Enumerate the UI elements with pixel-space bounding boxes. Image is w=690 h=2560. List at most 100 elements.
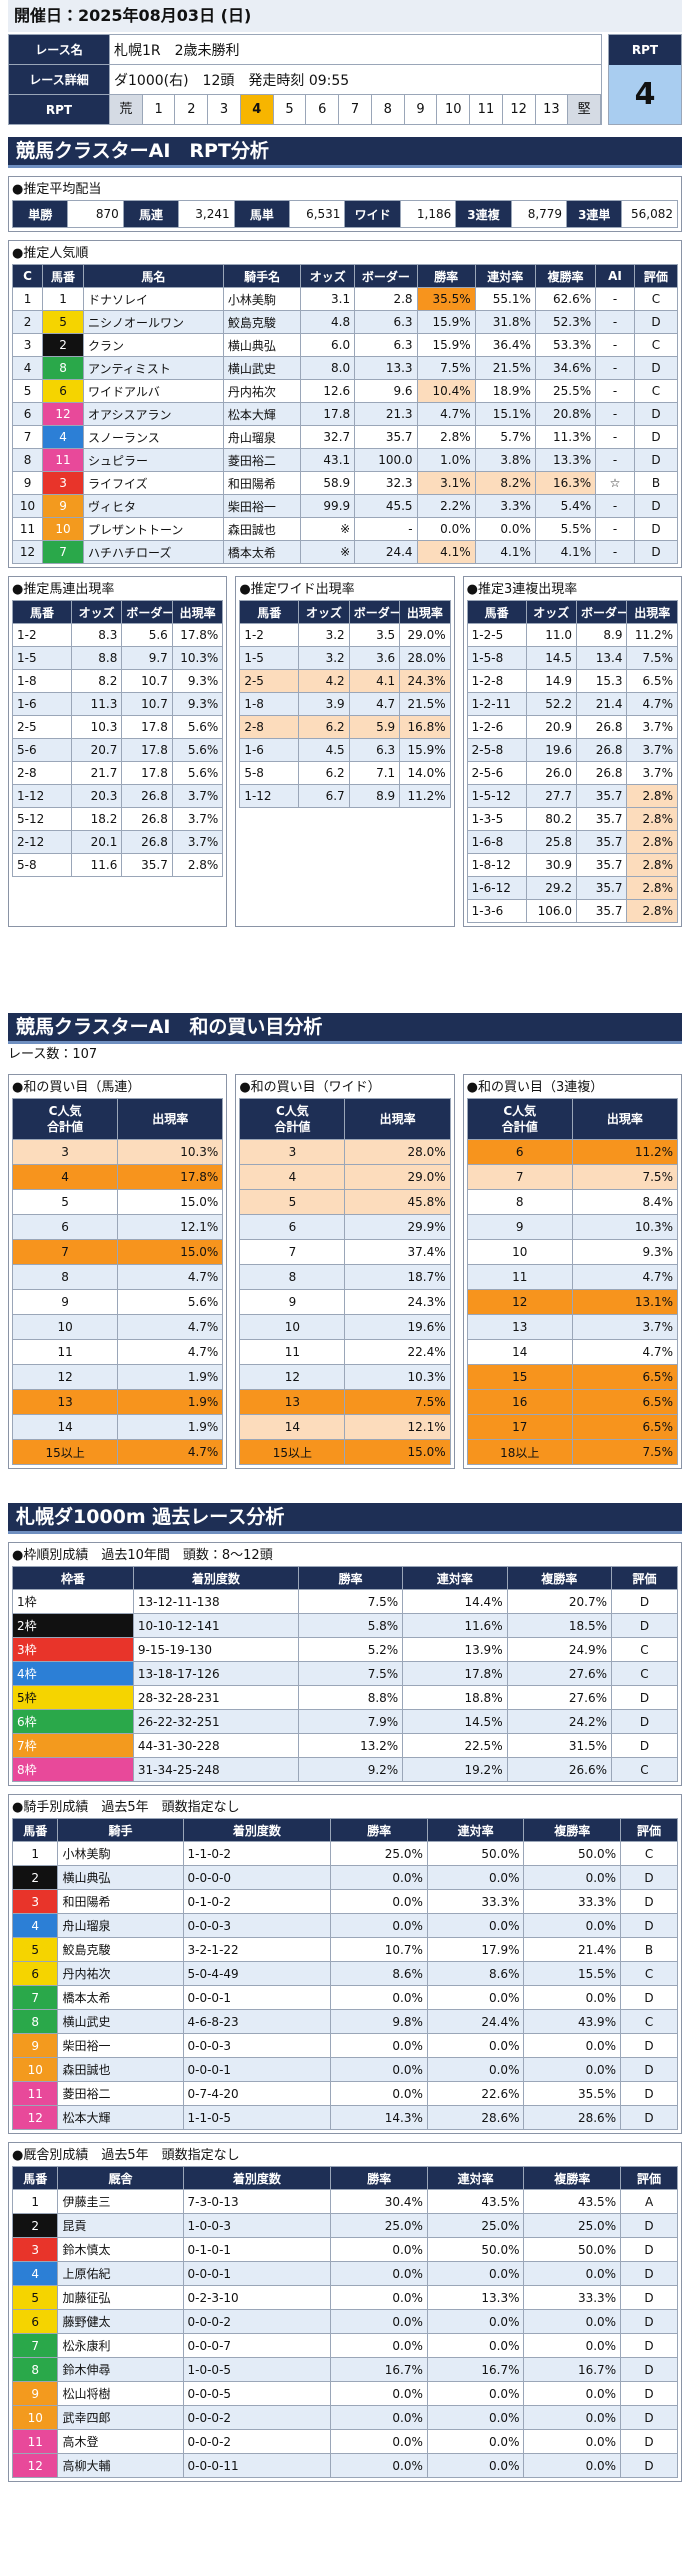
cell: 20.7 (70, 738, 123, 762)
cell: 1枠 (12, 1589, 134, 1614)
cell: 43.1 (300, 448, 356, 472)
cell: D (633, 494, 679, 518)
row: 8 11 シュピラー 菱田裕二 43.1 100.0 1.0% 3.8% 13.3% - D (11, 448, 679, 472)
cell: 11.3% (534, 425, 597, 449)
cell: 2 (11, 2213, 59, 2238)
cell: D (633, 425, 679, 449)
row: 7 4 スノーランス 舟山瑠泉 32.7 35.7 2.8% 5.7% 11.3% - D (11, 425, 679, 449)
umaren-box: ●推定馬連出現率 馬番 オッズ ボーダー 出現率 1-2 8.3 5.6 17.8% 1-5 8.8… (8, 576, 228, 927)
cell: 6 (11, 2309, 59, 2334)
cell: 4.1% (534, 540, 597, 564)
cell: 8 (466, 1189, 573, 1215)
header-row: C 馬番 馬名 騎手名 オッズ ボーダー 勝率 連対率 複勝率 AI 評価 (11, 264, 679, 288)
cell: C (633, 379, 679, 403)
cell: B (633, 471, 679, 495)
row: 2 昆貢 1-0-0-3 25.0% 25.0% 25.0% D (11, 2213, 678, 2238)
column-header: 馬番 (11, 2166, 59, 2190)
payout-type: 3連単 (566, 200, 623, 228)
column-header: オッズ (525, 600, 578, 624)
cell: 0.0% (426, 2453, 525, 2478)
cell: 鮫島克駿 (222, 310, 302, 334)
cell: 18.2 (70, 807, 123, 831)
row: 8 鈴木伸尋 1-0-0-5 16.7% 16.7% 16.7% D (11, 2357, 678, 2382)
column-header: 馬番 (239, 600, 300, 624)
rpt-box-label: RPT (609, 35, 681, 65)
row: 1枠 13-12-11-138 7.5% 14.4% 20.7% D (12, 1589, 678, 1614)
row: 9 柴田裕一 0-0-0-3 0.0% 0.0% 0.0% D (11, 2033, 678, 2058)
cell: 0.0% (426, 1913, 525, 1938)
cell: 15.0% (117, 1239, 224, 1265)
cell: 17.9% (426, 1937, 525, 1962)
cell: 1-2 (12, 623, 72, 647)
cell: A (620, 2189, 678, 2214)
cell: 0.0% (330, 2429, 428, 2454)
cell: - (595, 448, 635, 472)
cell: 12 (239, 1364, 346, 1390)
cell: 0.0% (330, 2237, 428, 2262)
row: 13 3.7% (466, 1314, 678, 1340)
payout-type: 単勝 (11, 200, 69, 228)
cell: 13.3% (534, 448, 597, 472)
cell: 0.0% (523, 2033, 622, 2058)
cell: 11.0 (525, 623, 578, 647)
cell: 21.7 (70, 761, 123, 785)
cell: D (620, 1913, 678, 1938)
row: 14 4.7% (466, 1339, 678, 1365)
payout-box: ●推定平均配当 単勝 870 馬連 3,241 馬単 6,531 ワイド 1,186 3連複 8,7… (8, 176, 682, 232)
row: 4 舟山瑠泉 0-0-0-3 0.0% 0.0% 0.0% D (11, 1913, 678, 1938)
section-title: 競馬クラスターAI 和の買い目分析 (8, 1013, 682, 1044)
cell: D (620, 2333, 678, 2358)
row: 11 22.4% (239, 1339, 451, 1365)
cell: 8.0 (300, 356, 356, 380)
cell: 0.0% (523, 1985, 622, 2010)
cell: 3.2 (298, 646, 350, 670)
cell: 13-12-11-138 (132, 1589, 299, 1614)
row: 1-2-8 14.9 15.3 6.5% (466, 669, 678, 693)
cell: 9 (239, 1289, 346, 1315)
cell: 6.3 (348, 738, 401, 762)
label: レース名 (8, 34, 110, 65)
cell: 伊藤圭三 (57, 2189, 184, 2214)
row: 4 17.8% (11, 1164, 224, 1190)
cell: 0.0% (330, 2453, 428, 2478)
cell: 0.0% (330, 1913, 428, 1938)
cell: 和田陽希 (57, 1889, 184, 1914)
cell: ※ (300, 540, 356, 564)
row: 9 5.6% (11, 1289, 224, 1315)
cell: 5枠 (12, 1685, 134, 1710)
row: 4 8 アンティミスト 横山武史 8.0 13.3 7.5% 21.5% 34.6% - D (11, 356, 679, 380)
cell: 0-0-0-3 (182, 1913, 332, 1938)
cell: 28-32-28-231 (132, 1685, 299, 1710)
cell: 松山将樹 (57, 2381, 184, 2406)
cell: 4.7% (117, 1264, 224, 1290)
cell: 15以上 (11, 1439, 119, 1465)
cell: 横山武史 (57, 2009, 184, 2034)
cell: 藤野健太 (57, 2309, 184, 2334)
row: 11 高木登 0-0-0-2 0.0% 0.0% 0.0% D (11, 2429, 678, 2454)
cell: 106.0 (525, 899, 578, 923)
cell: 1-3-6 (466, 899, 527, 923)
cell: 高柳大輔 (57, 2453, 184, 2478)
header-row: 馬番 オッズ ボーダー 出現率 (12, 600, 224, 624)
cell: D (620, 2237, 678, 2262)
cell: 1-5 (239, 646, 300, 670)
cell: D (620, 2453, 678, 2478)
cell: D (633, 356, 679, 380)
cell: 0-0-0-1 (182, 2057, 332, 2082)
cell: 11.6% (402, 1613, 508, 1638)
cell: 2.8 (354, 287, 418, 311)
row: 9 3 ライフイズ 和田陽希 58.9 32.3 3.1% 8.2% 16.3% ☆ B (11, 471, 679, 495)
cell: 3.7% (626, 715, 678, 739)
cell: 1 (11, 287, 44, 311)
row: 15以上 4.7% (11, 1439, 224, 1465)
cell: 21.4% (523, 1937, 622, 1962)
wa-box: ●和の買い目（馬連） C人気 合計値 出現率 3 10.3% 4 17.8% 5 15.0% 6 1… (8, 1074, 228, 1469)
cell: 17.8 (121, 761, 173, 785)
column-header: C人気 合計値 (11, 1098, 119, 1140)
cell: 15.0% (344, 1439, 451, 1465)
wa-box: ●和の買い目（3連複） C人気 合計値 出現率 6 11.2% 7 7.5% 8 8.4% 9 10… (462, 1074, 682, 1469)
row: 1-5 8.8 9.7 10.3% (12, 646, 224, 670)
cell: 0-0-0-1 (182, 2261, 332, 2286)
cell: 2-5-8 (466, 738, 527, 762)
cell: 5.4% (534, 494, 597, 518)
